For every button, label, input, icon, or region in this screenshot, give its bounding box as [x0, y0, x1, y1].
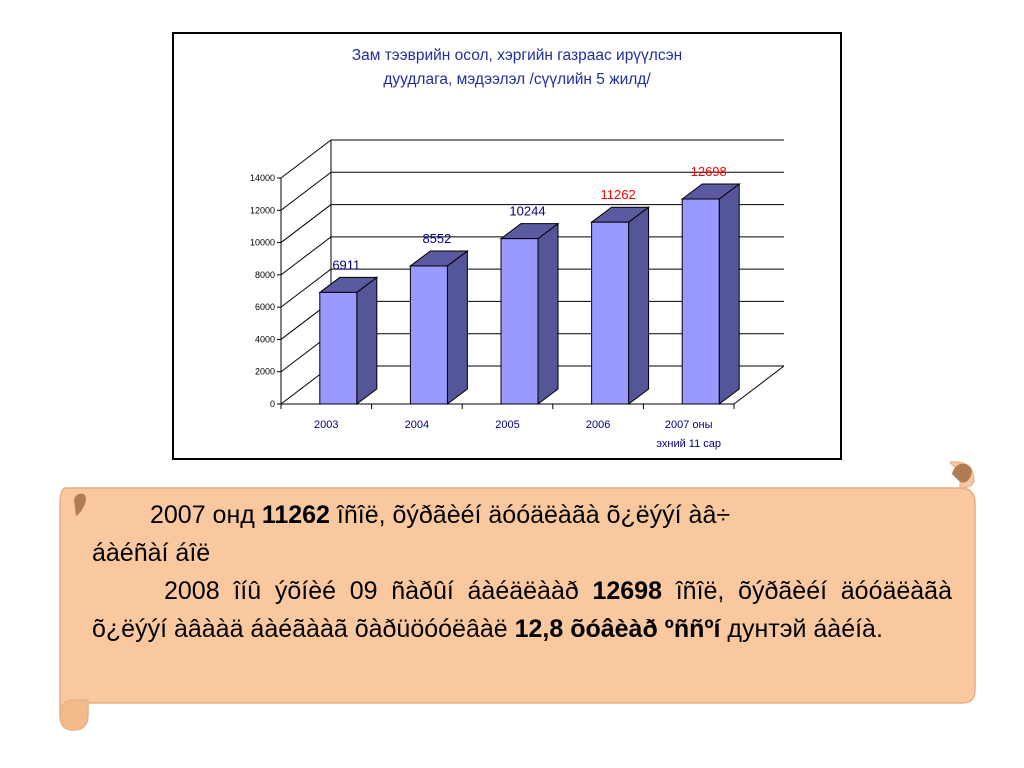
chart-title: Зам тээврийн осол, хэргийн газраас ирүүл… — [352, 47, 683, 64]
x-tick-label: эхний 11 сар — [656, 438, 721, 450]
p1-rest-2: áàéñàí áîë — [92, 539, 211, 567]
text-layer: 0 2000 4000 6000 8000 10000 12000 14000 6911 2003… — [250, 47, 727, 450]
y-tick-label: 0 — [270, 399, 275, 409]
scroll-bottom-fold — [59, 699, 89, 731]
paragraph-2008: 2008 îíû ýõíèé 09 ñàðûí áàéäëààð 12698 î… — [92, 572, 952, 648]
data-label: 10244 — [509, 204, 545, 219]
chart-frame: 0 2000 4000 6000 8000 10000 12000 14000 6911 2003… — [172, 32, 842, 460]
p2-percent: 12,8 õóâèàð ºññºí — [514, 615, 721, 643]
chart-title: дуудлага, мэдээлэл /сүүлийн 5 жилд/ — [383, 71, 651, 88]
y-tick-label: 6000 — [255, 302, 275, 312]
scroll-curl-icon — [952, 463, 972, 483]
bar-layer — [318, 183, 741, 405]
x-tick-label: 2007 оны — [665, 419, 713, 431]
gridline-diagonal — [280, 139, 332, 179]
gridline-diagonal — [280, 204, 332, 243]
bar — [500, 238, 539, 405]
gridline-diagonal — [280, 171, 332, 211]
bar — [319, 291, 358, 405]
bar — [409, 265, 448, 405]
y-tick-label: 8000 — [255, 270, 275, 280]
data-label: 6911 — [332, 257, 360, 272]
x-tick-label: 2005 — [495, 419, 519, 431]
scroll-curl-icon — [74, 493, 86, 516]
gridline-diagonal — [280, 236, 332, 276]
gridline-diagonal — [280, 268, 332, 308]
scroll-text: 2007 онд 11262 îñîë, õýðãèéí äóóäëàãà õ¿… — [92, 496, 952, 648]
p1-rest-1: îñîë, õýðãèéí äóóäëàãà õ¿ëýýí àâ÷ — [329, 501, 731, 529]
y-tick-label: 14000 — [250, 173, 275, 183]
bar — [591, 221, 630, 405]
paragraph-2007: 2007 онд 11262 îñîë, õýðãèéí äóóäëàãà õ¿… — [92, 496, 952, 572]
data-label: 11262 — [601, 187, 636, 202]
y-tick-label: 10000 — [250, 238, 275, 248]
x-tick-label: 2003 — [314, 419, 338, 431]
p2-number: 12698 — [592, 577, 662, 605]
data-label: 8552 — [422, 231, 451, 246]
p2-lead: 2008 îíû ýõíèé 09 ñàðûí áàéäëààð — [164, 577, 593, 605]
p1-lead: 2007 онд — [150, 501, 262, 529]
data-label: 12698 — [691, 164, 727, 179]
y-tick-label: 4000 — [255, 334, 275, 344]
bar — [681, 198, 720, 405]
x-tick-label: 2006 — [586, 419, 610, 431]
y-tick-label: 12000 — [250, 205, 275, 215]
p1-number: 11262 — [261, 501, 330, 529]
x-tick-label: 2004 — [405, 419, 429, 431]
y-tick-label: 2000 — [255, 367, 275, 377]
p2-tail: дунтэй áàéíà. — [720, 615, 883, 643]
floor-edge — [733, 365, 785, 405]
p2-mid: îñîë, õýðãèéí äóóäëàãà õ¿ëýýí àâààä áàéã… — [92, 577, 952, 643]
bar-chart: 0 2000 4000 6000 8000 10000 12000 14000 6911 2003… — [250, 47, 785, 450]
